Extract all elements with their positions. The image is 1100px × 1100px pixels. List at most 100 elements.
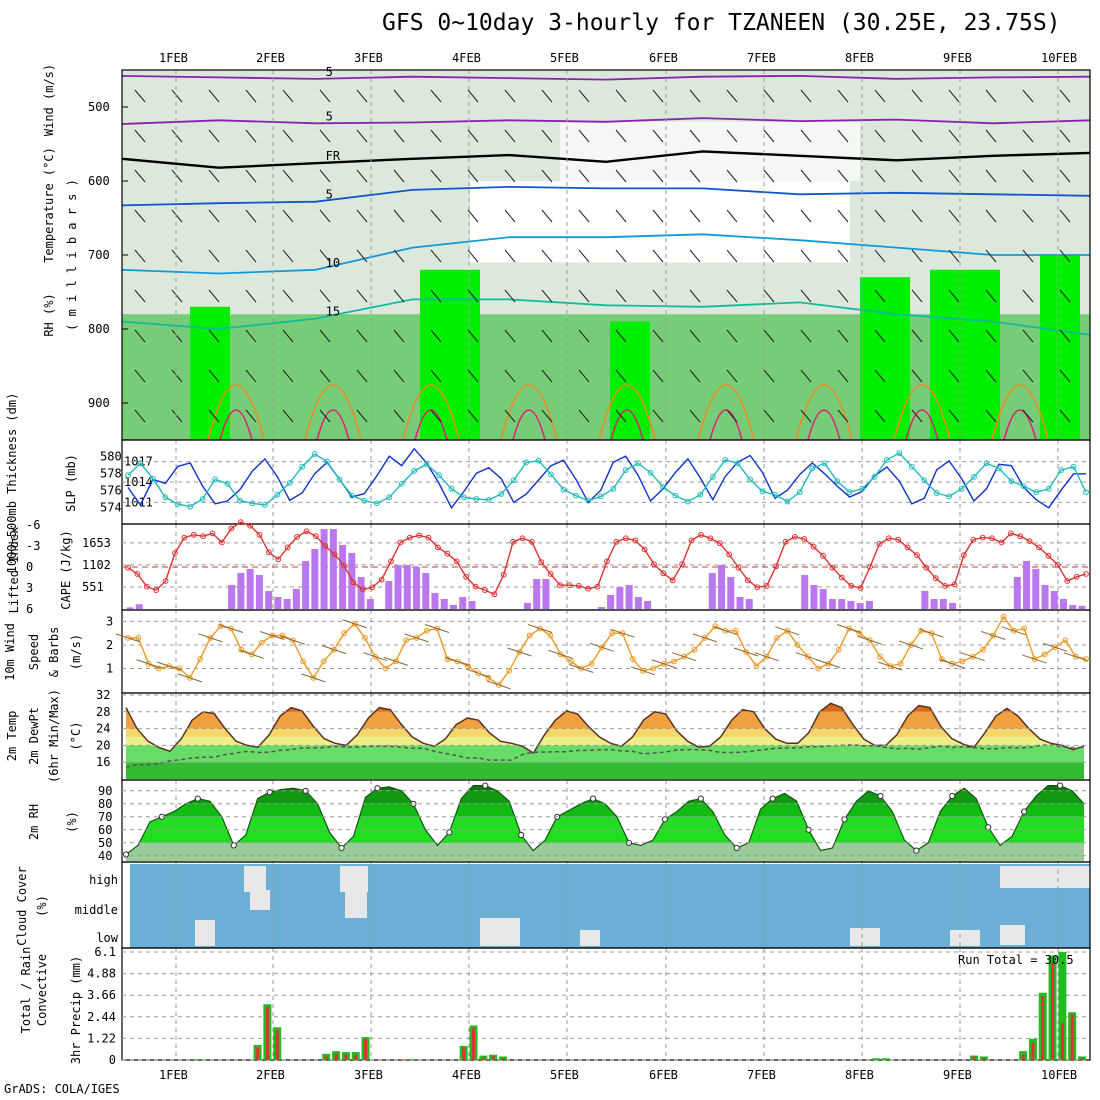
precip-convective-bar [1031,1042,1035,1060]
lifted-index-line-point [219,539,225,546]
wind-barb [816,659,841,669]
thickness-line-point [485,496,492,503]
wind-barb [507,647,532,657]
lifted-index-line-point [162,578,169,584]
wind-speed-line-point [516,649,523,655]
cloud-level-tick: high [89,873,118,887]
lifted-index-line-point [538,559,545,565]
wind-speed-line-point [1021,625,1028,632]
rh-point [446,829,453,836]
wind-speed-line-point [300,658,307,665]
cape-bar [385,581,393,609]
cape-bar [634,597,642,609]
lifted-index-line-point [904,544,911,551]
wind-speed-line-point [372,653,379,660]
wind-barb [652,369,664,383]
wind-barb [171,409,183,423]
thickness-line-point [747,476,753,483]
slp-axis-label: SLP (mb) [64,454,78,512]
wind-barb [837,169,849,183]
lifted-index-line-point [979,534,986,541]
wind-barb [282,129,294,143]
thickness-line-point [933,490,940,496]
rh-unit-label: (%) [65,811,79,833]
wind-barb [578,329,590,343]
wind-barb [282,169,294,183]
rh-tick: 80 [98,797,112,811]
cape-bar [1013,577,1021,609]
wind-speed-line-point [897,660,904,667]
wind-barb [726,369,738,383]
wind-speed-line-point [351,620,358,627]
lifted-index-line-point [209,530,216,537]
temp-band [126,711,1084,729]
temp-tick: 20 [96,738,110,752]
thickness-line-point [448,485,455,492]
wind-barb [393,369,405,383]
wind-barb [171,129,183,143]
temp-band [126,737,1084,746]
cape-bar [228,585,236,609]
wind-barb [837,209,849,223]
thickness-line-point [772,491,778,498]
date-tick-top: 7FEB [747,51,776,65]
wind-barb [754,652,779,662]
cape-bar [1032,569,1040,609]
wind-barb [282,89,294,103]
cape-bar [135,604,143,609]
thickness-line-point [311,451,318,457]
lifted-index-line-point [632,537,639,544]
thickness-line-point [299,463,306,470]
cloud-block [850,928,880,946]
lifted-index-line-point [801,536,808,542]
wind-barb [208,169,220,183]
cape-bar [265,591,273,609]
isotherm-warm [402,384,460,441]
thickness-line-point [286,479,293,486]
wind-barb [319,129,331,143]
lifted-index-line-point [528,538,535,545]
wind-speed-line [128,615,1087,686]
wind-barb [1059,129,1071,143]
lifted-index-line-point [791,534,798,540]
wind-barb [393,329,405,343]
wind-barb [356,129,368,143]
lifted-index-tick: 0 [26,560,33,574]
precip-convective-bar [265,1006,269,1060]
lifted-index-line-point [622,535,629,542]
wind-barb [874,369,886,383]
wind-barb [985,409,997,423]
temp-tick: 24 [96,722,110,736]
rh2m-axis-label: 2m RH [27,804,41,840]
wind-barb [1022,329,1034,343]
wind-speed-line-point [907,642,914,648]
lifted-index-line-point [989,535,995,542]
wind-barb [689,169,701,183]
wind-barb [363,652,388,662]
wind-speed-line-point [135,634,142,641]
wind-speed-line-point [990,632,997,639]
isotherm-hot [316,409,350,441]
minmax-axis-label: (6hr Min/Max) [47,689,61,783]
rh-tick: 60 [98,823,112,837]
wind-barb [393,289,405,303]
cape-bar [126,607,134,609]
cape-bar [366,599,374,609]
cape-bar [292,589,300,609]
pressure-tick: 600 [88,174,110,188]
isotherm-label: 5 [326,65,333,79]
cape-bar [339,545,347,609]
lifted-index-line-point [312,533,319,540]
wind-barb [393,209,405,223]
rh-point [841,816,848,823]
cape-bar [1069,605,1077,609]
wind-barb [726,249,738,263]
date-tick-top: 5FEB [550,51,579,65]
rh-tick: 40 [98,849,112,863]
thickness-line-point [846,489,853,496]
wind-barb [911,89,923,103]
wind-speed-line-point [1072,653,1079,660]
thickness-line-point [386,494,393,501]
wind-barb [874,329,886,343]
wind-barb [171,89,183,103]
